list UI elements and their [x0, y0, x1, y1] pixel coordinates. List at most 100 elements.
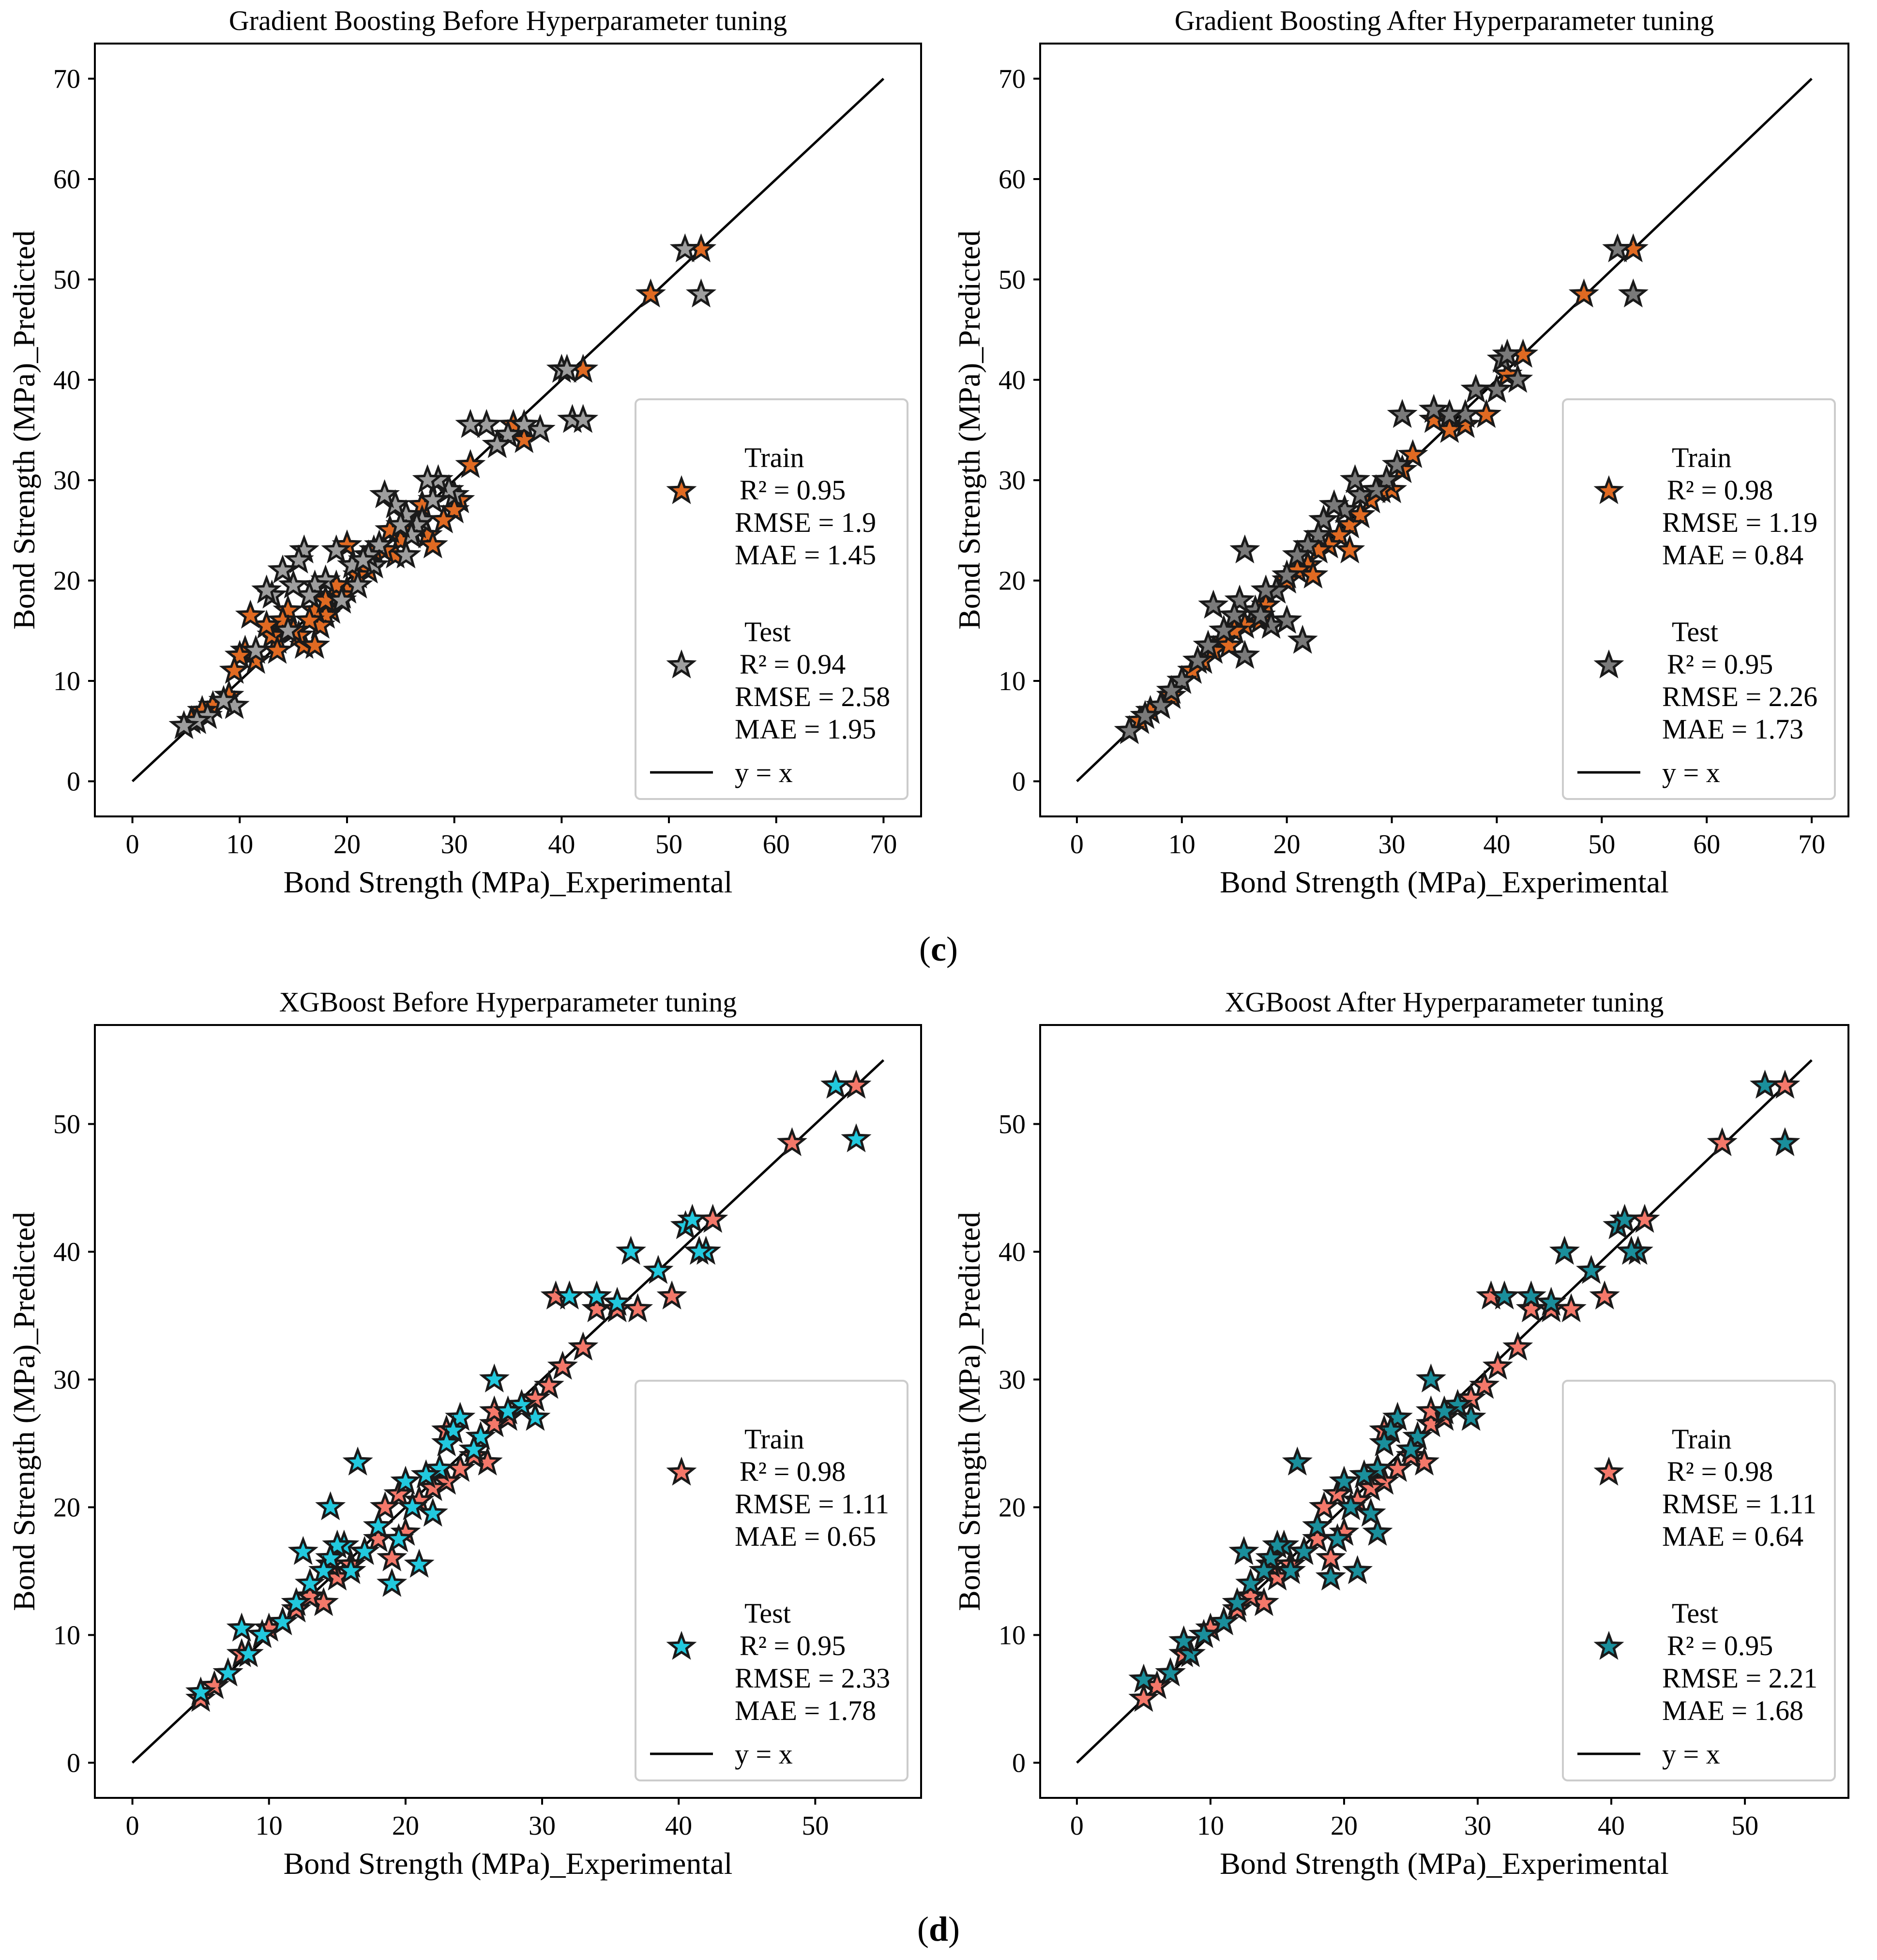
data-point-test	[377, 1568, 408, 1597]
data-point-train	[1707, 1127, 1738, 1156]
legend-test-r2: R² = 0.95	[1667, 1630, 1773, 1661]
data-point-test	[581, 1280, 612, 1310]
data-point-test	[1262, 1529, 1293, 1559]
data-point-test	[438, 1414, 469, 1444]
legend-test-mae: MAE = 1.78	[735, 1695, 876, 1726]
legend-marker-train	[1593, 1456, 1624, 1486]
x-tick-label: 20	[392, 1811, 419, 1841]
y-tick-label: 0	[67, 1748, 80, 1778]
data-point-test	[677, 1204, 708, 1233]
data-point-test	[326, 584, 357, 614]
data-point-test	[1355, 1497, 1386, 1527]
y-tick-label: 70	[999, 64, 1026, 94]
plot-frame	[1039, 1024, 1849, 1799]
data-point-test	[363, 1510, 394, 1539]
data-point-test	[1229, 640, 1260, 669]
data-point-test	[1442, 1389, 1473, 1418]
y-tick-label: 0	[1012, 1748, 1026, 1778]
x-tick-label: 30	[1378, 829, 1406, 859]
y-tick-label: 10	[999, 666, 1026, 696]
data-point-test	[1114, 715, 1145, 744]
y-tick-label: 40	[53, 1237, 80, 1267]
data-point-test	[506, 1389, 537, 1418]
data-point-test	[1145, 690, 1176, 719]
data-point-test	[1155, 1657, 1186, 1687]
data-point-test	[615, 1236, 647, 1265]
data-point-test	[568, 404, 599, 433]
legend-train-rmse: RMSE = 1.19	[1662, 507, 1817, 538]
y-tick-label: 10	[999, 1620, 1026, 1650]
x-tick-label: 10	[1168, 829, 1196, 859]
data-point-train	[1298, 559, 1329, 589]
y-tick-label: 20	[999, 1493, 1026, 1523]
data-point-test	[1168, 1625, 1199, 1655]
caption-d-letter: d	[929, 1910, 948, 1948]
data-point-train	[377, 1542, 408, 1571]
y-tick-label: 40	[999, 1237, 1026, 1267]
data-point-test	[390, 1465, 421, 1495]
data-point-train	[1308, 1491, 1340, 1521]
data-point-test	[1272, 559, 1302, 589]
chart-panel-3: XGBoost After Hyperparameter tuning 0 10 20…	[952, 986, 1849, 1881]
data-point-test	[1369, 1427, 1400, 1457]
legend-identity-label: y = x	[1662, 1738, 1720, 1770]
data-point-train	[219, 655, 250, 684]
legend-box	[1562, 1380, 1836, 1781]
data-point-test	[1492, 338, 1523, 368]
data-point-train	[235, 600, 266, 629]
data-point-test	[412, 464, 443, 493]
x-tick-label: 20	[1331, 1811, 1358, 1841]
caption-c-close: )	[946, 930, 958, 968]
data-point-test	[1616, 1236, 1647, 1265]
data-point-test	[349, 1536, 380, 1565]
x-tick-label: 40	[548, 829, 575, 859]
data-point-test	[465, 1421, 496, 1450]
legend-train-mae: MAE = 0.84	[1662, 539, 1803, 571]
data-point-test	[267, 554, 298, 584]
data-point-test	[1362, 1453, 1393, 1482]
x-axis-label: Bond Strength (MPa)_Experimental	[1220, 865, 1669, 899]
data-point-test	[602, 1286, 633, 1316]
data-point-test	[1302, 1510, 1333, 1539]
data-point-test	[278, 569, 309, 599]
y-axis-label: Bond Strength (MPa)_Predicted	[7, 230, 41, 630]
data-point-test	[1219, 600, 1250, 629]
data-point-test	[684, 1236, 714, 1265]
data-point-train	[299, 630, 331, 659]
legend-identity-label: y = x	[1662, 757, 1720, 788]
plot-frame	[94, 43, 922, 817]
data-point-test	[212, 1657, 243, 1687]
legend-train-name: Train	[1672, 442, 1732, 473]
data-point-train	[417, 529, 448, 558]
data-point-train	[455, 449, 486, 478]
chart-panel-0: Gradient Boosting Before Hyperparameter …	[7, 5, 922, 899]
data-point-test	[458, 1433, 489, 1463]
chart-title: XGBoost Before Hyperparameter tuning	[279, 986, 737, 1018]
data-point-test	[342, 1446, 373, 1476]
legend-box	[635, 398, 908, 800]
data-point-test	[1429, 1395, 1460, 1425]
y-tick-label: 30	[999, 1365, 1026, 1395]
data-point-test	[288, 1536, 318, 1565]
x-tick-label: 20	[1273, 829, 1301, 859]
data-point-train	[431, 1465, 462, 1495]
data-point-test	[1576, 1254, 1607, 1284]
data-point-test	[1255, 1542, 1286, 1571]
data-point-test	[1335, 1491, 1366, 1521]
legend-train-r2: R² = 0.98	[740, 1456, 846, 1487]
data-point-test	[321, 534, 352, 564]
data-point-test	[1342, 1555, 1373, 1584]
data-point-test	[431, 1427, 462, 1457]
data-point-test	[1222, 1587, 1253, 1616]
legend-test-r2: R² = 0.95	[740, 1630, 846, 1661]
data-point-train	[417, 1472, 448, 1501]
data-point-test	[1402, 1421, 1433, 1450]
data-point-train	[547, 1350, 578, 1380]
data-point-train	[1515, 1293, 1546, 1323]
legend-marker-test	[666, 1630, 697, 1660]
x-tick-label: 50	[1731, 1811, 1758, 1841]
data-point-test	[1362, 1517, 1393, 1546]
x-axis-label: Bond Strength (MPa)_Experimental	[284, 865, 733, 899]
